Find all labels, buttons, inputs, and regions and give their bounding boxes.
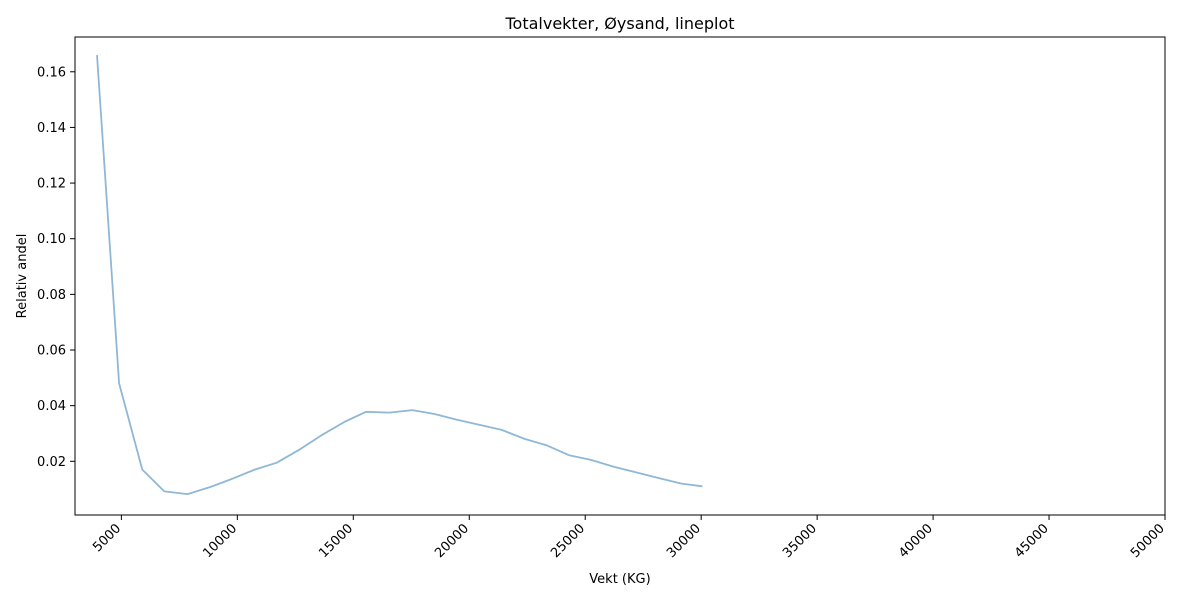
data-point <box>456 419 457 420</box>
data-point <box>187 494 188 495</box>
data-point <box>524 438 525 439</box>
data-point <box>590 459 591 460</box>
x-tick-label: 30000 <box>664 521 704 561</box>
y-tick-label: 0.14 <box>37 121 66 136</box>
series-line <box>96 55 703 496</box>
data-point <box>702 486 703 487</box>
y-tick-label: 0.04 <box>37 399 66 414</box>
plot-area-frame <box>74 36 1166 516</box>
data-point <box>389 412 390 413</box>
x-tick-label: 45000 <box>1012 521 1052 561</box>
data-point <box>434 413 435 414</box>
x-tick-label: 10000 <box>200 521 240 561</box>
chart-title: Totalvekter, Øysand, lineplot <box>504 14 734 33</box>
y-tick-label: 0.16 <box>37 65 66 80</box>
y-tick-label: 0.06 <box>37 344 66 359</box>
x-tick-label: 5000 <box>90 521 124 555</box>
data-point <box>142 469 143 470</box>
data-point <box>478 424 479 425</box>
x-axis-label: Vekt (KG) <box>589 572 650 587</box>
data-point <box>210 486 211 487</box>
data-point <box>96 55 97 56</box>
x-tick-label: 15000 <box>316 521 356 561</box>
data-point <box>164 491 165 492</box>
x-tick-label: 40000 <box>896 521 936 561</box>
y-axis: 0.02 0.04 0.06 0.08 0.10 0.12 0.14 0.16 <box>37 65 75 470</box>
data-point <box>546 445 547 446</box>
x-tick-label: 20000 <box>432 521 472 561</box>
data-point <box>614 466 615 467</box>
data-point <box>412 410 413 411</box>
data-point <box>366 411 367 412</box>
data-point <box>345 421 346 422</box>
series-layer <box>96 55 703 496</box>
data-point <box>254 469 255 470</box>
y-tick-label: 0.10 <box>37 232 66 247</box>
data-point <box>232 478 233 479</box>
data-point <box>299 449 300 450</box>
y-tick-label: 0.02 <box>37 455 66 470</box>
data-point <box>276 462 277 463</box>
y-tick-label: 0.12 <box>37 177 66 192</box>
data-point <box>568 455 569 456</box>
data-point <box>636 472 637 473</box>
y-axis-label: Relativ andel <box>15 234 30 319</box>
x-tick-label: 35000 <box>780 521 820 561</box>
data-point <box>659 478 660 479</box>
data-point <box>501 429 502 430</box>
data-point <box>681 483 682 484</box>
x-tick-label: 25000 <box>548 521 588 561</box>
x-tick-label: 50000 <box>1128 521 1168 561</box>
data-point <box>119 383 120 384</box>
data-point <box>323 434 324 435</box>
y-tick-label: 0.08 <box>37 288 66 303</box>
x-axis: 5000 10000 15000 20000 25000 30000 35000 40000 4… <box>90 515 1168 561</box>
